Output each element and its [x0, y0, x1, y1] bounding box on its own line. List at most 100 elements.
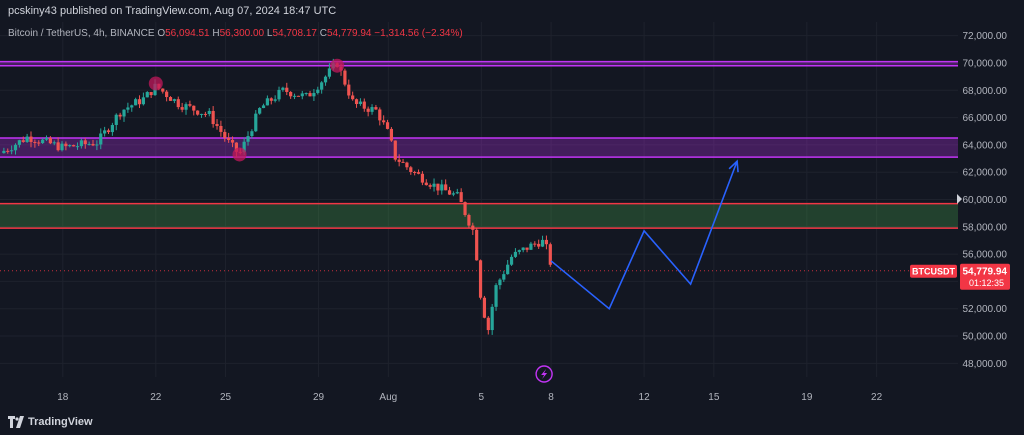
price-tick-label: 56,000.00	[963, 250, 1008, 261]
candle	[161, 88, 165, 94]
tradingview-logo[interactable]: TradingView	[8, 416, 93, 428]
candle-body	[378, 109, 382, 121]
candle	[475, 227, 479, 261]
candle-body	[490, 306, 494, 331]
candle	[126, 102, 130, 113]
candle	[99, 128, 103, 150]
candle-body	[83, 140, 87, 145]
candle	[48, 136, 52, 145]
candle	[490, 304, 494, 335]
candles	[2, 58, 552, 335]
candle	[428, 183, 432, 190]
candle	[354, 98, 359, 108]
candle	[37, 140, 41, 147]
lightning-icon	[541, 369, 548, 379]
candle	[21, 136, 25, 143]
candle	[323, 75, 328, 86]
candle-body	[6, 150, 10, 152]
candle	[533, 241, 537, 247]
price-chart[interactable]: 72,000.00 70,000.00 68,000.00 66,000.00 64,0…	[0, 22, 1024, 410]
candle-body	[161, 88, 165, 92]
candle	[269, 97, 273, 105]
candle	[281, 86, 285, 92]
candle-body	[137, 99, 142, 105]
projection-path	[550, 160, 738, 311]
candle-body	[207, 110, 211, 115]
candle	[447, 186, 452, 195]
candle	[64, 141, 68, 151]
candle-body	[320, 82, 324, 90]
candle-body	[134, 99, 138, 106]
candle	[56, 137, 60, 152]
candle	[463, 201, 467, 217]
candle	[312, 88, 316, 101]
candle-body	[312, 92, 316, 97]
zone-fill	[0, 203, 958, 229]
candle	[168, 96, 173, 101]
chevron-right-icon[interactable]	[957, 194, 962, 204]
tradingview-brand: TradingView	[28, 416, 93, 428]
candle-body	[60, 143, 64, 151]
candle-body	[25, 136, 29, 142]
candle-body	[308, 93, 312, 97]
candle-body	[145, 92, 149, 98]
candle-body	[502, 274, 506, 280]
candle	[382, 115, 386, 125]
candle-body	[521, 247, 525, 251]
tradingview-logo-icon	[8, 416, 24, 428]
candle-body	[494, 285, 498, 307]
candle-body	[33, 141, 37, 143]
candle-body	[52, 142, 56, 144]
candle-body	[87, 143, 91, 145]
chart-area[interactable]: 72,000.00 70,000.00 68,000.00 66,000.00 64,0…	[0, 22, 1024, 410]
candle-body	[99, 133, 103, 145]
candle-body	[211, 110, 215, 125]
candle	[52, 140, 56, 146]
candle-body	[397, 159, 401, 162]
candle	[258, 107, 262, 115]
candle-body	[273, 99, 277, 101]
candle-body	[126, 107, 130, 110]
time-tick-label: 29	[313, 392, 325, 403]
candle-body	[277, 89, 281, 100]
candle	[440, 179, 444, 195]
change-value: −1,314.56 (−2.34%)	[374, 28, 463, 39]
candle	[110, 122, 114, 136]
candle-body	[467, 215, 471, 226]
candle	[273, 95, 277, 103]
event-icon-ring	[535, 365, 553, 383]
candle	[141, 92, 145, 106]
zone-fill	[0, 61, 958, 66]
candle-body	[165, 91, 169, 98]
candle	[525, 247, 529, 253]
candle	[436, 183, 440, 196]
candle-body	[188, 104, 192, 106]
candle	[498, 278, 502, 290]
candle	[95, 140, 99, 151]
close-value: 54,779.94	[326, 28, 372, 39]
candle-body	[223, 131, 227, 138]
price-tick-label: 60,000.00	[963, 195, 1008, 206]
candle	[246, 131, 250, 146]
candle-body	[316, 89, 320, 93]
candle-body	[184, 104, 188, 110]
candle-body	[103, 130, 107, 134]
candle	[184, 102, 188, 115]
candle	[188, 100, 192, 108]
candle-body	[370, 107, 374, 112]
candle	[455, 188, 459, 195]
candle-body	[440, 184, 444, 191]
candle	[451, 191, 456, 197]
candle	[192, 105, 196, 116]
zone-fill	[0, 138, 958, 158]
candle-body	[420, 173, 425, 183]
pivot-marker	[232, 147, 247, 162]
candle-body	[343, 70, 347, 85]
candle	[393, 140, 397, 162]
candle-body	[37, 142, 41, 144]
candle	[486, 316, 490, 335]
candle-body	[482, 297, 487, 318]
candle	[308, 90, 312, 97]
candle	[223, 129, 227, 142]
candle	[172, 98, 176, 104]
